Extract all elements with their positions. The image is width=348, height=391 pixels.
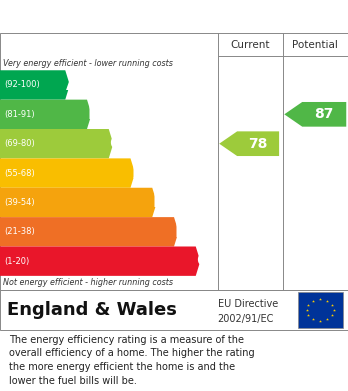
- Polygon shape: [0, 100, 92, 129]
- Text: A: A: [66, 76, 79, 94]
- Text: EU Directive: EU Directive: [218, 299, 278, 309]
- Text: G: G: [196, 252, 210, 270]
- Polygon shape: [284, 102, 346, 127]
- Polygon shape: [0, 217, 179, 246]
- Polygon shape: [0, 188, 157, 217]
- Text: England & Wales: England & Wales: [7, 301, 177, 319]
- Text: Current: Current: [230, 39, 270, 50]
- Polygon shape: [0, 246, 200, 276]
- Polygon shape: [219, 131, 279, 156]
- Text: 78: 78: [248, 137, 268, 151]
- Polygon shape: [0, 158, 135, 188]
- Text: (69-80): (69-80): [4, 139, 35, 148]
- Text: (81-91): (81-91): [4, 110, 35, 119]
- Text: B: B: [88, 105, 100, 123]
- Bar: [298, 292, 343, 328]
- Text: C: C: [109, 135, 122, 153]
- Text: F: F: [175, 223, 186, 241]
- Text: (39-54): (39-54): [4, 198, 35, 207]
- Text: (21-38): (21-38): [4, 227, 35, 236]
- Text: Not energy efficient - higher running costs: Not energy efficient - higher running co…: [3, 278, 174, 287]
- Text: (1-20): (1-20): [4, 256, 30, 265]
- Text: (92-100): (92-100): [4, 81, 40, 90]
- Text: (55-68): (55-68): [4, 169, 35, 178]
- Text: 2002/91/EC: 2002/91/EC: [218, 314, 274, 324]
- Text: Potential: Potential: [292, 39, 338, 50]
- Text: The energy efficiency rating is a measure of the
overall efficiency of a home. T: The energy efficiency rating is a measur…: [9, 335, 254, 386]
- Text: Energy Efficiency Rating: Energy Efficiency Rating: [10, 9, 232, 24]
- Polygon shape: [0, 70, 70, 100]
- Text: 87: 87: [315, 107, 334, 121]
- Text: D: D: [131, 164, 145, 182]
- Text: E: E: [153, 194, 164, 212]
- Polygon shape: [0, 129, 113, 158]
- Text: Very energy efficient - lower running costs: Very energy efficient - lower running co…: [3, 59, 173, 68]
